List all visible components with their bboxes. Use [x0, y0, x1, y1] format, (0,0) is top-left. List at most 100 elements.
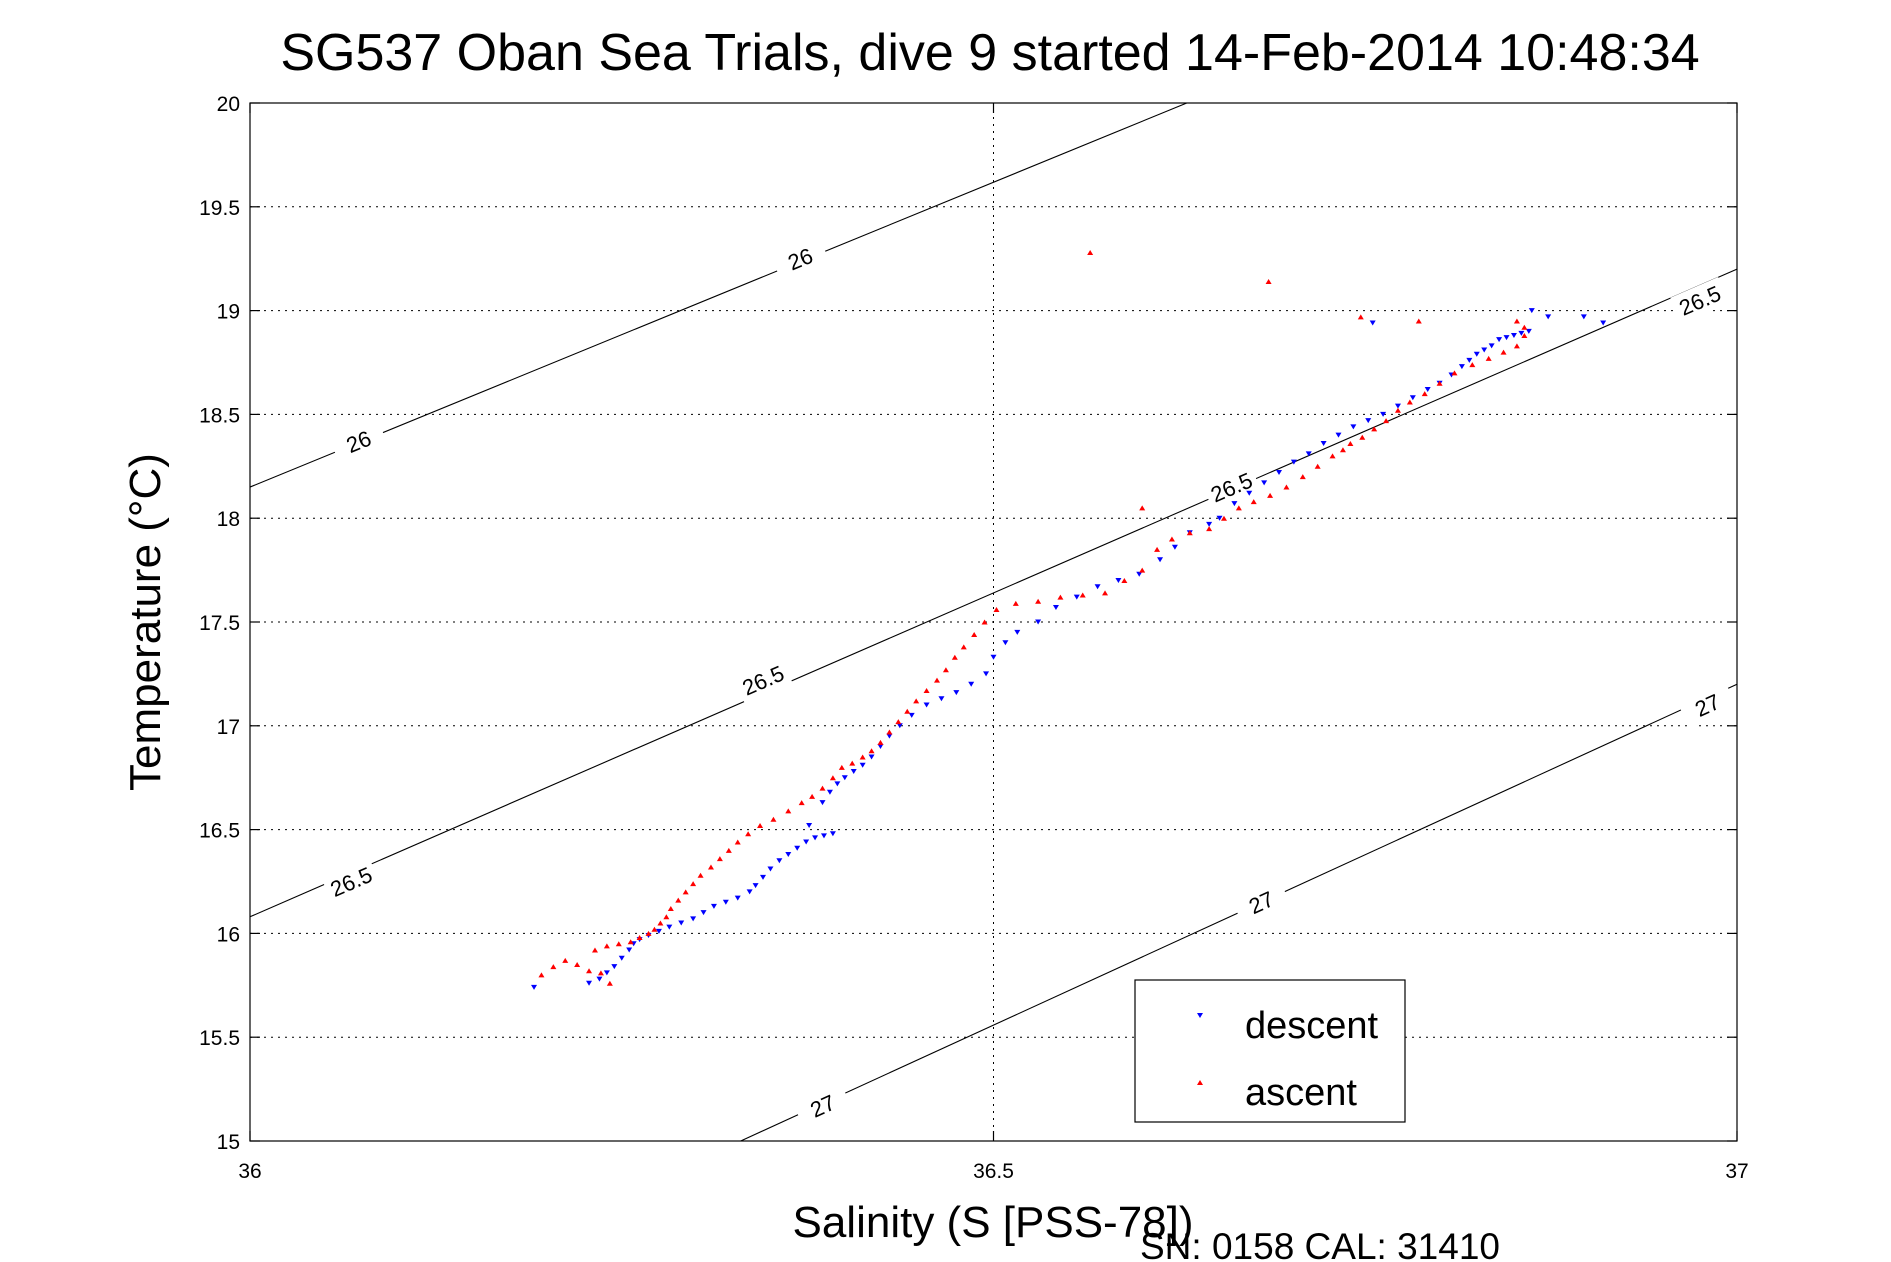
ascent-point — [1451, 370, 1458, 376]
ascent-point — [785, 808, 792, 814]
ascent-point — [1235, 505, 1242, 511]
ascent-point — [1339, 447, 1346, 453]
ascent-point — [627, 939, 634, 945]
ascent-point — [1314, 463, 1321, 469]
ascent-point — [682, 889, 689, 895]
descent-point — [1002, 640, 1009, 646]
isopycnal-label-gap — [1231, 878, 1291, 926]
ascent-point — [904, 708, 911, 714]
descent-point — [1380, 411, 1387, 417]
ascent-point — [1186, 530, 1193, 536]
grid-lines — [250, 103, 1737, 1141]
descent-point — [1115, 577, 1122, 583]
ascent-point — [877, 739, 884, 745]
ascent-point — [651, 926, 658, 932]
descent-point — [953, 690, 960, 696]
descent-point — [1320, 440, 1327, 446]
ascent-point — [597, 970, 604, 976]
ascent-point — [636, 935, 643, 941]
descent-point — [1231, 501, 1238, 507]
ascent-point — [859, 754, 866, 760]
descent-point — [1136, 571, 1143, 577]
chart-title: SG537 Oban Sea Trials, dive 9 started 14… — [280, 24, 1699, 82]
legend-box — [1134, 979, 1406, 1123]
ascent-point — [1299, 474, 1306, 480]
descent-point — [1525, 328, 1532, 334]
ascent-point — [725, 847, 732, 853]
isopycnal-label-gap — [329, 418, 388, 465]
descent-point — [794, 845, 801, 851]
ascent-point — [895, 719, 902, 725]
ascent-point — [1121, 577, 1128, 583]
ascent-point — [663, 914, 670, 920]
descent-point — [1488, 343, 1495, 349]
ascent-point — [868, 748, 875, 754]
descent-point — [1246, 490, 1253, 496]
isopycnal-label-gap — [733, 656, 793, 704]
descent-point — [626, 947, 633, 953]
ascent-point — [1087, 249, 1094, 255]
descent-point — [803, 839, 810, 845]
descent-point — [710, 903, 717, 909]
descent-point — [752, 883, 759, 889]
descent-point — [1206, 521, 1213, 527]
descent-point — [1094, 584, 1101, 590]
descent-point — [1335, 432, 1342, 438]
ascent-point — [1359, 434, 1366, 440]
descent-point — [1409, 395, 1416, 401]
ascent-point — [1057, 594, 1064, 600]
ascent-point — [1436, 380, 1443, 386]
y-tick-label: 20 — [217, 93, 240, 116]
descent-point — [1528, 308, 1535, 314]
descent-point — [877, 744, 884, 750]
descent-point — [1510, 333, 1517, 339]
ascent-point — [960, 644, 967, 650]
descent-point — [1290, 459, 1297, 465]
isopycnal-label-gap — [770, 235, 830, 282]
descent-point — [1052, 604, 1059, 610]
ascent-point — [770, 816, 777, 822]
descent-point — [868, 754, 875, 760]
descent-point — [618, 955, 625, 961]
y-tick-label: 19 — [217, 301, 240, 324]
legend-descent-label: descent — [1245, 1005, 1379, 1047]
ascent-point — [971, 631, 978, 637]
x-axis-label: Salinity (S [PSS-78]) — [792, 1198, 1193, 1247]
ascent-point — [829, 775, 836, 781]
ascent-point — [574, 962, 581, 968]
ascent-point — [1485, 355, 1492, 361]
descent-point — [1365, 418, 1372, 424]
isopycnal-label-gap — [1677, 681, 1737, 729]
ascent-point — [690, 881, 697, 887]
isopycnal-label-gap — [321, 858, 381, 905]
isopycnal-line — [249, 268, 1738, 918]
ascent-point — [550, 964, 557, 970]
legend: descent ascent — [1134, 979, 1406, 1123]
isopycnal-label-gap — [793, 1082, 852, 1130]
descent-point — [1171, 544, 1178, 550]
descent-point — [819, 800, 826, 806]
ascent-point — [1154, 546, 1161, 552]
descent-point — [908, 712, 915, 718]
descent-point — [611, 964, 618, 970]
descent-point — [886, 733, 893, 739]
ascent-point — [993, 607, 1000, 613]
ascent-point — [951, 654, 958, 660]
ascent-point — [1415, 318, 1422, 324]
descent-point — [1424, 386, 1431, 392]
descent-point — [1503, 335, 1510, 341]
ascent-point — [538, 972, 545, 978]
y-tick-label: 18 — [217, 508, 240, 531]
x-tick-label: 37 — [1725, 1160, 1748, 1183]
descent-point — [896, 723, 903, 729]
descent-point — [1394, 403, 1401, 409]
descent-point — [531, 984, 538, 990]
descent-point — [1545, 314, 1552, 320]
legend-ascent-label: ascent — [1245, 1072, 1357, 1114]
ascent-point — [942, 667, 949, 673]
y-tick-label: 17 — [217, 716, 240, 739]
descent-point — [812, 835, 819, 841]
descent-point — [1014, 629, 1021, 635]
descent-point — [938, 696, 945, 702]
ascent-point — [1283, 484, 1290, 490]
